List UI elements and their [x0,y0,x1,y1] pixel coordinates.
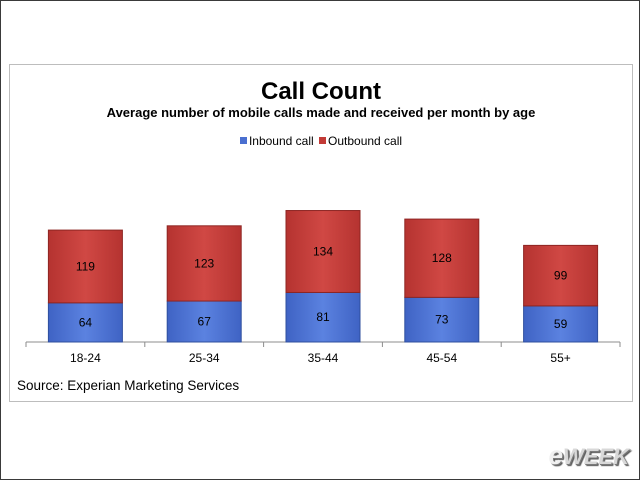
x-tick-label-25-34: 25-34 [189,351,220,365]
chart-container: Call Count Average number of mobile call… [9,64,633,402]
legend-swatch-inbound [239,137,247,145]
bar-outbound-18-24 [47,229,123,304]
bar-outbound-25-34 [166,225,242,302]
chart-plot: 64 119 18-24 67 123 25-34 81 134 35-44 73 128 45-54… [25,210,621,365]
bar-inbound-25-34 [166,300,242,343]
bar-outbound-55+ [523,244,599,307]
data-label-outbound-18-24: 119 [76,259,95,273]
x-tick-label-35-44: 35-44 [308,351,339,365]
bar-inbound-55+ [523,305,599,343]
data-label-inbound-55+: 59 [554,317,568,331]
data-label-inbound-18-24: 64 [79,315,93,329]
data-label-outbound-25-34: 123 [194,256,214,270]
bar-inbound-18-24 [47,302,123,343]
legend-label-inbound: Inbound call [248,134,314,148]
data-label-inbound-45-54: 73 [435,313,449,327]
bar-outbound-35-44 [285,210,361,293]
data-label-inbound-35-44: 81 [316,310,330,324]
bar-inbound-45-54 [404,296,480,343]
chart-legend: Inbound call Outbound call [10,134,632,148]
legend-item-outbound: Outbound call [319,134,402,148]
data-label-outbound-35-44: 134 [313,244,333,258]
x-tick-label-55+: 55+ [550,351,570,365]
chart-source: Source: Experian Marketing Services [17,378,240,393]
chart-title: Call Count [261,78,381,105]
eweek-logo: eWEEK [548,440,629,470]
x-tick-label-45-54: 45-54 [426,351,457,365]
bar-outbound-45-54 [404,218,480,298]
legend-item-inbound: Inbound call [239,134,314,148]
legend-label-outbound: Outbound call [328,134,403,148]
x-tick-label-18-24: 18-24 [70,351,101,365]
legend-swatch-outbound [319,137,326,145]
data-label-inbound-25-34: 67 [198,315,212,329]
data-label-outbound-45-54: 128 [432,251,452,265]
bar-inbound-35-44 [285,291,361,343]
data-label-outbound-55+: 99 [554,269,568,283]
chart-subtitle: Average number of mobile calls made and … [106,105,536,120]
